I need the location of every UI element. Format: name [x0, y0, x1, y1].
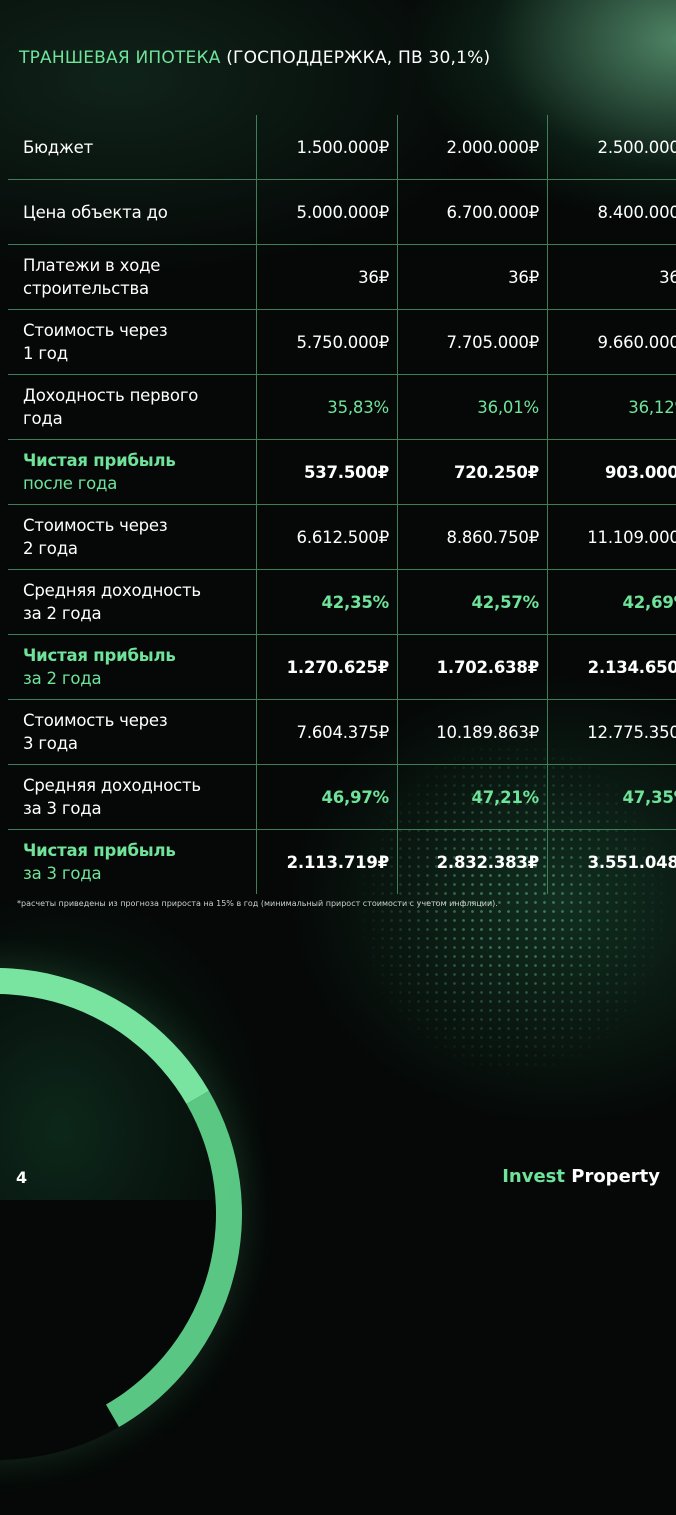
value-cell: 36,01% — [398, 375, 548, 440]
row-label-line: за 3 года — [23, 862, 256, 885]
value-cell: 47,35% — [548, 765, 676, 830]
row-label-line: Платежи в ходе — [23, 254, 256, 277]
value-cell: 35,83% — [257, 375, 398, 440]
row-label-line: Бюджет — [23, 136, 256, 159]
row-label-line: строительства — [23, 277, 256, 300]
page-number: 4 — [16, 1168, 27, 1187]
row-label-line: года — [23, 407, 256, 430]
value-cell: 42,57% — [398, 570, 548, 635]
value-cell: 36,12% — [548, 375, 676, 440]
value-cell: 8.860.750₽ — [398, 505, 548, 570]
value-cell: 2.832.383₽ — [398, 830, 548, 895]
brand-accent: Invest — [502, 1166, 565, 1187]
value-cell: 720.250₽ — [398, 440, 548, 505]
value-cell: 46,97% — [257, 765, 398, 830]
value-cell: 12.775.350₽ — [548, 700, 676, 765]
brand-logo: Invest Property — [502, 1166, 660, 1187]
value-cell: 8.400.000₽ — [548, 180, 676, 245]
value-cell: 36₽ — [548, 245, 676, 310]
value-cell: 47,21% — [398, 765, 548, 830]
row-label-line: после года — [23, 472, 256, 495]
value-cell: 2.500.000₽ — [548, 115, 676, 180]
page-title: ТРАНШЕВАЯ ИПОТЕКА (ГОСПОДДЕРЖКА, ПВ 30,1… — [19, 48, 490, 68]
value-cell: 36₽ — [398, 245, 548, 310]
title-rest: (ГОСПОДДЕРЖКА, ПВ 30,1%) — [221, 48, 491, 68]
row-label-line: 1 год — [23, 342, 256, 365]
table-row: Бюджет 1.500.000₽ 2.000.000₽ 2.500.000₽ — [8, 115, 676, 180]
value-cell: 3.551.048₽ — [548, 830, 676, 895]
row-label: Бюджет — [8, 115, 257, 180]
table-row: Цена объекта до 5.000.000₽ 6.700.000₽ 8.… — [8, 180, 676, 245]
row-label-line: Стоимость через — [23, 709, 256, 732]
row-label-line: за 2 года — [23, 667, 256, 690]
value-cell: 537.500₽ — [257, 440, 398, 505]
value-cell: 11.109.000₽ — [548, 505, 676, 570]
value-cell: 42,35% — [257, 570, 398, 635]
value-cell: 36₽ — [257, 245, 398, 310]
brand-rest: Property — [565, 1166, 660, 1187]
row-label-line: Чистая прибыль — [23, 644, 256, 667]
row-label-line: 3 года — [23, 732, 256, 755]
footnote: *расчеты приведены из прогноза прироста … — [17, 899, 498, 908]
row-label-line: Стоимость через — [23, 319, 256, 342]
value-cell: 2.113.719₽ — [257, 830, 398, 895]
row-label-line: Стоимость через — [23, 514, 256, 537]
row-label-line: Цена объекта до — [23, 201, 256, 224]
row-label: Цена объекта до — [8, 180, 257, 245]
row-label-line: Средняя доходность — [23, 579, 256, 602]
green-arc-decoration — [0, 913, 297, 1515]
row-label-line: Чистая прибыль — [23, 839, 256, 862]
value-cell: 9.660.000₽ — [548, 310, 676, 375]
row-label-line: за 3 года — [23, 797, 256, 820]
value-cell: 6.612.500₽ — [257, 505, 398, 570]
row-label-line: Доходность первого — [23, 384, 256, 407]
value-cell: 903.000₽ — [548, 440, 676, 505]
mortgage-table: Бюджет 1.500.000₽ 2.000.000₽ 2.500.000₽ … — [8, 115, 676, 894]
value-cell: 7.604.375₽ — [257, 700, 398, 765]
value-cell: 1.702.638₽ — [398, 635, 548, 700]
value-cell: 42,69% — [548, 570, 676, 635]
title-accent: ТРАНШЕВАЯ ИПОТЕКА — [19, 48, 221, 68]
value-cell: 2.000.000₽ — [398, 115, 548, 180]
value-cell: 2.134.650₽ — [548, 635, 676, 700]
value-cell: 7.705.000₽ — [398, 310, 548, 375]
row-label-line: за 2 года — [23, 602, 256, 625]
value-cell: 1.270.625₽ — [257, 635, 398, 700]
value-cell: 5.750.000₽ — [257, 310, 398, 375]
row-label-line: Средняя доходность — [23, 774, 256, 797]
value-cell: 6.700.000₽ — [398, 180, 548, 245]
row-label-line: Чистая прибыль — [23, 449, 256, 472]
row-label-line: 2 года — [23, 537, 256, 560]
value-cell: 5.000.000₽ — [257, 180, 398, 245]
value-cell: 1.500.000₽ — [257, 115, 398, 180]
value-cell: 10.189.863₽ — [398, 700, 548, 765]
